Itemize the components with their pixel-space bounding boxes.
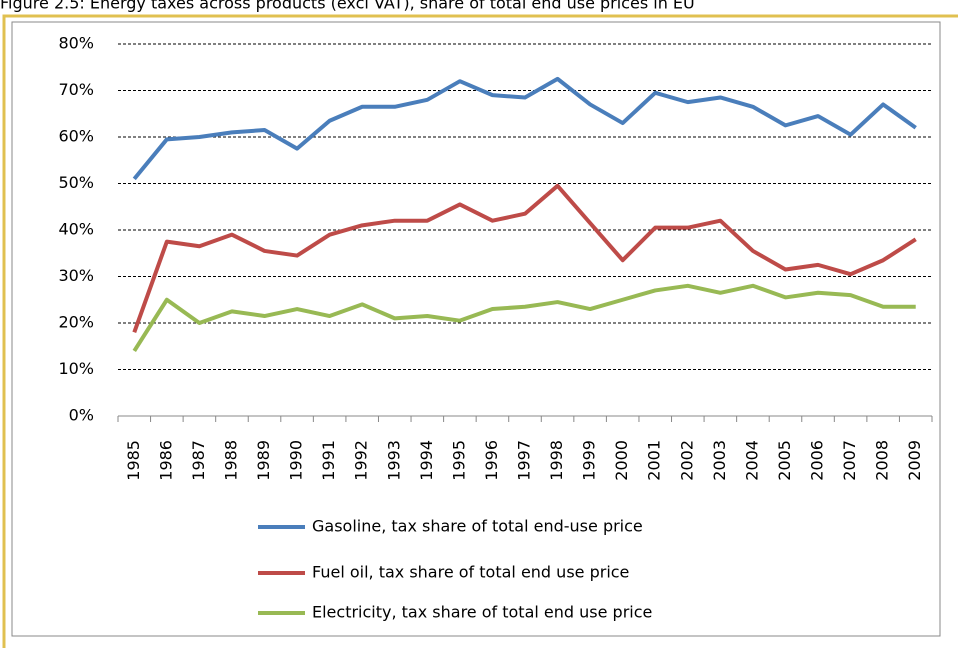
x-tick-label: 1988 [221,440,240,481]
y-tick-label: 70% [58,80,94,99]
y-tick-label: 10% [58,359,94,378]
x-tick-label: 1992 [352,440,371,481]
series-line [132,283,916,352]
y-tick-label: 40% [58,220,94,239]
y-tick-label: 0% [69,406,94,425]
legend-label: Gasoline, tax share of total end-use pri… [312,517,643,536]
series-line [132,183,917,333]
y-tick-label: 20% [58,313,94,332]
x-tick-label: 1985 [124,440,143,481]
y-tick-label: 60% [58,127,94,146]
x-tick-label: 2008 [873,440,892,481]
x-tick-label: 2000 [612,440,631,481]
y-tick-label: 80% [58,34,94,53]
x-tick-label: 1996 [482,440,501,481]
series-line [132,76,917,181]
x-tick-label: 2009 [905,440,924,481]
x-tick-label: 1990 [287,440,306,481]
x-tick-label: 2002 [677,440,696,481]
x-tick-label: 1997 [515,440,534,481]
x-tick-label: 1986 [156,440,175,481]
chart-area [11,21,941,637]
x-tick-label: 1994 [417,440,436,481]
x-tick-label: 2005 [775,440,794,481]
x-tick-label: 1999 [580,440,599,481]
x-tick-label: 2003 [710,440,729,481]
y-tick-label: 30% [58,266,94,285]
frame-accent [2,14,958,648]
x-tick-label: 1993 [384,440,403,481]
x-tick-label: 1998 [547,440,566,481]
x-tick-label: 1995 [449,440,468,481]
x-tick-label: 1991 [319,440,338,481]
x-tick-label: 1987 [189,440,208,481]
legend-label: Fuel oil, tax share of total end use pri… [312,563,629,582]
x-tick-label: 1989 [254,440,273,481]
x-tick-label: 2006 [808,440,827,481]
legend-label: Electricity, tax share of total end use … [312,603,652,622]
x-tick-label: 2007 [840,440,859,481]
x-tick-label: 2004 [742,440,761,481]
x-tick-label: 2001 [645,440,664,481]
chart-title: Figure 2.5: Energy taxes across products… [0,0,695,13]
y-tick-label: 50% [58,173,94,192]
